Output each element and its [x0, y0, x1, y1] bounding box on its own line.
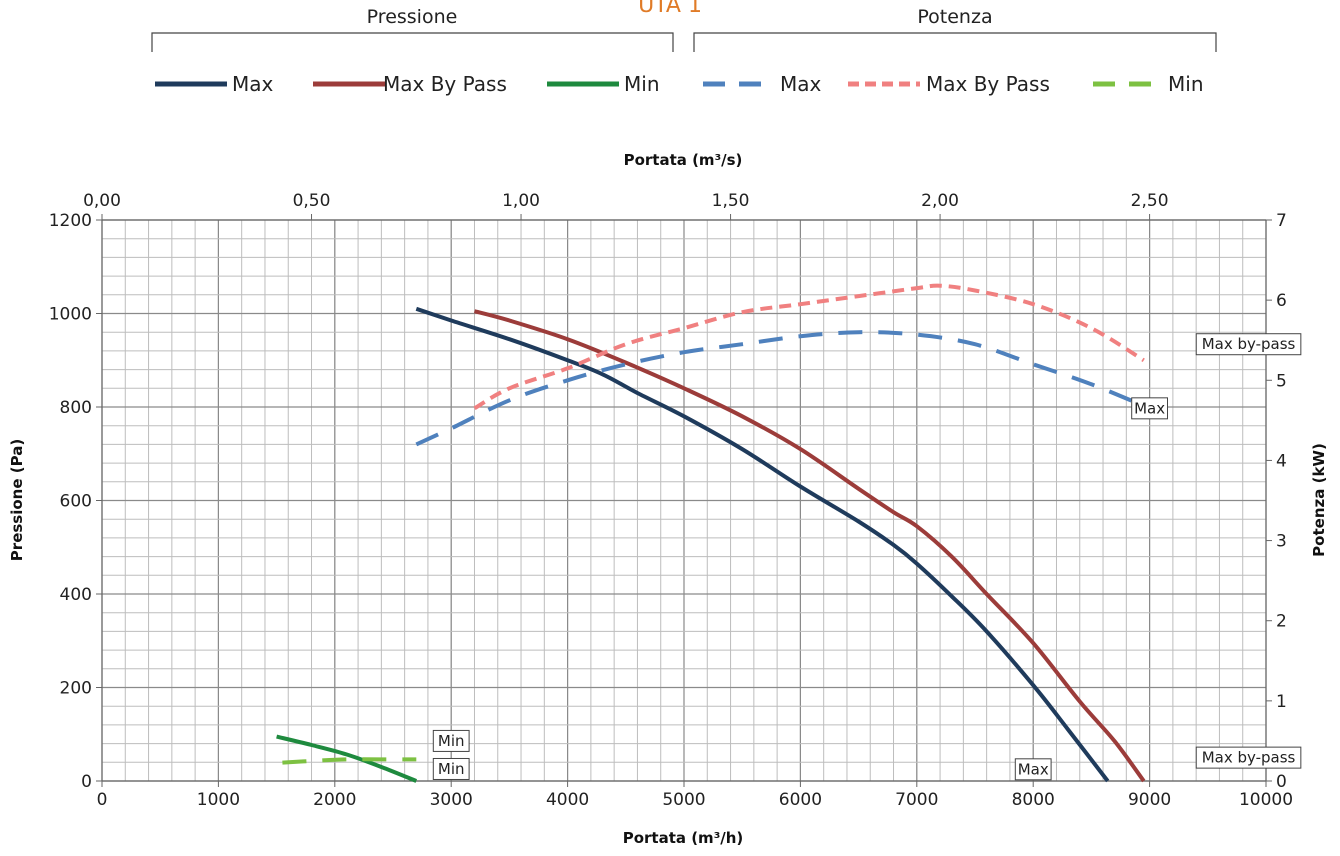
legend-label: Max	[780, 72, 822, 96]
annotation-label: Min	[438, 760, 465, 778]
annotation-box	[432, 757, 470, 780]
x-tick-label: 0	[97, 790, 108, 810]
series-line-power-min	[282, 757, 417, 765]
legend-item-power-min: Min	[1093, 72, 1204, 96]
x-tick-label: 8000	[1012, 790, 1055, 810]
y-tick-label: 1000	[49, 305, 92, 325]
x-axis-title: Portata (m³/h)	[623, 829, 744, 847]
y2-tick-label: 6	[1276, 291, 1287, 311]
y2-axis-title: Potenza (kW)	[1310, 443, 1328, 557]
legend-item-power-max-by-pass: Max By Pass	[848, 72, 1050, 96]
y2-tick-label: 3	[1276, 532, 1287, 552]
x2-tick-label: 2,00	[921, 191, 959, 211]
chart-title: UTA 1	[638, 0, 702, 18]
x-tick-label: 2000	[313, 790, 356, 810]
annotation-label: Max	[1018, 760, 1049, 778]
x-tick-label: 9000	[1128, 790, 1171, 810]
x-tick-label: 6000	[779, 790, 822, 810]
x-tick-label: 4000	[546, 790, 589, 810]
y2-tick-label: 5	[1276, 371, 1287, 391]
y-tick-label: 600	[60, 492, 92, 512]
legend-items: Max Max By Pass Min Max Max By Pass Min	[155, 72, 1204, 96]
legend-label: Max By Pass	[926, 72, 1050, 96]
annotation-box	[1131, 397, 1168, 420]
annotation: Max by-pass	[1195, 333, 1302, 356]
grid-layer	[101, 219, 1267, 782]
y2-tick-label: 2	[1276, 612, 1287, 632]
annotation-box	[1195, 333, 1302, 356]
x2-tick-label: 0,00	[83, 191, 121, 211]
x2-tick-label: 1,50	[712, 191, 750, 211]
y-tick-label: 400	[60, 585, 92, 605]
legend-group-pressure-bracket	[151, 32, 674, 52]
x2-tick-label: 2,50	[1131, 191, 1169, 211]
annotation-label: Min	[438, 732, 465, 750]
y-tick-label: 200	[60, 679, 92, 699]
x-tick-label: 3000	[430, 790, 473, 810]
legend-item-pressure-min: Min	[547, 72, 660, 96]
annotation-box	[432, 729, 470, 752]
legend-label: Min	[1168, 72, 1204, 96]
series-line-pressure-min	[276, 734, 418, 783]
x-tick-label: 7000	[895, 790, 938, 810]
legend: Pressione Potenza Max Max By Pass Min Max Ma…	[151, 6, 1217, 96]
x2-tick-label: 1,00	[502, 191, 540, 211]
series-line-power-max-by-pass	[473, 283, 1145, 411]
series-layer	[276, 283, 1151, 783]
legend-item-pressure-max: Max	[155, 72, 274, 96]
y2-tick-label: 7	[1276, 211, 1287, 231]
annotation: Min	[432, 729, 470, 752]
x-tick-label: 10000	[1239, 790, 1293, 810]
y-tick-label: 1200	[49, 211, 92, 231]
legend-group-pressure-title: Pressione	[367, 6, 458, 28]
annotation: Max	[1014, 758, 1052, 781]
legend-label: Min	[624, 72, 660, 96]
y2-tick-label: 1	[1276, 692, 1287, 712]
legend-label: Max	[232, 72, 274, 96]
legend-label: Max By Pass	[383, 72, 507, 96]
y-tick-label: 0	[81, 772, 92, 792]
y2-tick-label: 4	[1276, 451, 1287, 471]
x2-tick-label: 0,50	[293, 191, 331, 211]
legend-group-power-title: Potenza	[917, 6, 992, 28]
legend-group-power-bracket	[693, 32, 1217, 52]
annotation-box	[1014, 758, 1052, 781]
y2-tick-label: 0	[1276, 772, 1287, 792]
annotation-label: Max by-pass	[1202, 749, 1296, 767]
series-line-power-max	[415, 330, 1151, 447]
y-tick-label: 800	[60, 398, 92, 418]
axes-layer: 0 1000 2000 3000 4000 5000 6000 7000 8000 9000 100…	[49, 191, 1293, 810]
annotation-label: Max by-pass	[1202, 335, 1296, 353]
legend-item-power-max: Max	[703, 72, 822, 96]
x2-axis-title: Portata (m³/s)	[624, 151, 743, 169]
series-line-pressure-max-by-pass	[473, 309, 1146, 783]
annotation-box	[1195, 746, 1302, 769]
y-axis-title: Pressione (Pa)	[8, 439, 26, 561]
legend-item-pressure-max-by-pass: Max By Pass	[313, 72, 507, 96]
series-line-pressure-max	[415, 306, 1110, 783]
x-tick-label: 5000	[662, 790, 705, 810]
annotations-layer: Max by-pass Max Max by-pass Max Min Min	[432, 333, 1302, 781]
annotation-label: Max	[1134, 399, 1165, 417]
x-tick-label: 1000	[197, 790, 240, 810]
annotation: Max	[1131, 397, 1168, 420]
annotation: Max by-pass	[1195, 746, 1302, 769]
annotation: Min	[432, 757, 470, 780]
